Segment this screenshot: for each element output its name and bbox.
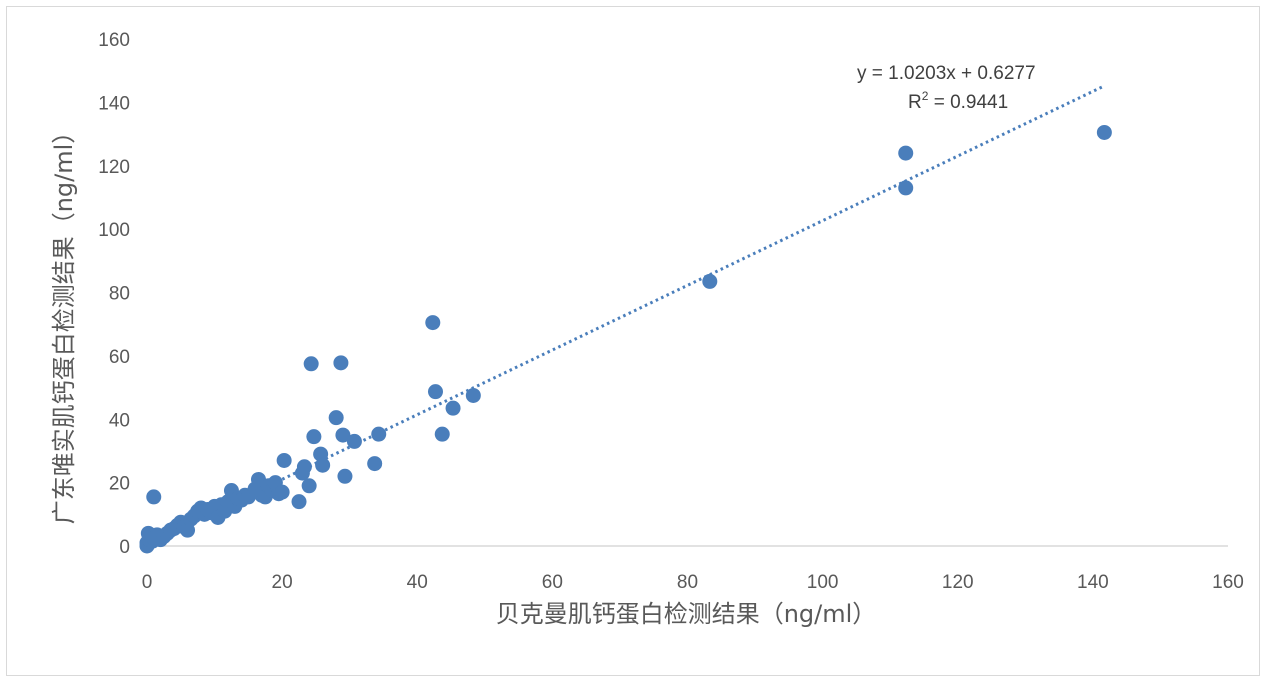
- trendline: [146, 85, 1104, 546]
- y-tick-label: 40: [109, 410, 130, 431]
- data-point: [333, 355, 349, 371]
- data-point: [276, 452, 292, 468]
- x-tick-label: 100: [807, 572, 839, 593]
- r-squared-prefix: R: [908, 92, 922, 113]
- x-tick-label: 80: [677, 572, 698, 593]
- data-point: [465, 387, 481, 403]
- x-tick-label: 120: [942, 572, 974, 593]
- data-point: [1096, 124, 1112, 140]
- data-point: [335, 427, 351, 443]
- r-squared-value: = 0.9441: [928, 92, 1008, 113]
- data-point: [346, 433, 362, 449]
- data-point: [146, 489, 162, 505]
- data-point: [367, 456, 383, 472]
- x-axis-title: 贝克曼肌钙蛋白检测结果（ng/ml）: [496, 600, 877, 628]
- r-squared-superscript: 2: [922, 89, 929, 103]
- data-point: [445, 400, 461, 416]
- data-point: [296, 459, 312, 475]
- y-tick-label: 0: [119, 537, 130, 558]
- data-point: [337, 468, 353, 484]
- x-tick-label: 0: [142, 572, 153, 593]
- y-tick-label: 160: [98, 30, 130, 51]
- data-point: [898, 180, 914, 196]
- data-point: [427, 384, 443, 400]
- data-point: [328, 410, 344, 426]
- y-tick-label: 140: [98, 93, 130, 114]
- x-tick-labels: 0 20 40 60 80 100 120 140 160: [142, 572, 1244, 593]
- x-tick-label: 20: [272, 572, 293, 593]
- data-point: [274, 484, 290, 500]
- trendline-group: [146, 85, 1104, 546]
- data-point: [301, 478, 317, 494]
- data-point: [315, 457, 331, 473]
- y-tick-label: 100: [98, 220, 130, 241]
- x-tick-label: 160: [1212, 572, 1244, 593]
- data-point: [291, 494, 307, 510]
- data-points: [139, 124, 1112, 554]
- y-tick-label: 120: [98, 157, 130, 178]
- data-point: [303, 356, 319, 372]
- r-squared-label: R2 = 0.9441: [908, 89, 1008, 113]
- data-point: [313, 446, 329, 462]
- y-tick-label: 80: [109, 284, 130, 305]
- y-tick-label: 60: [109, 347, 130, 368]
- trendline-equation: y = 1.0203x + 0.6277: [857, 63, 1036, 84]
- data-point: [434, 426, 450, 442]
- x-tick-label: 60: [542, 572, 563, 593]
- y-tick-labels: 0 20 40 60 80 100 120 140 160: [98, 30, 130, 558]
- data-point: [702, 273, 718, 289]
- y-axis-title: 广东唯实肌钙蛋白检测结果（ng/ml）: [50, 120, 78, 525]
- y-tick-label: 20: [109, 474, 130, 495]
- data-point: [425, 315, 441, 331]
- x-tick-label: 140: [1077, 572, 1109, 593]
- data-point: [371, 426, 387, 442]
- data-point: [898, 145, 914, 161]
- data-point: [306, 429, 322, 445]
- chart-frame: [6, 6, 1260, 676]
- x-tick-label: 40: [407, 572, 428, 593]
